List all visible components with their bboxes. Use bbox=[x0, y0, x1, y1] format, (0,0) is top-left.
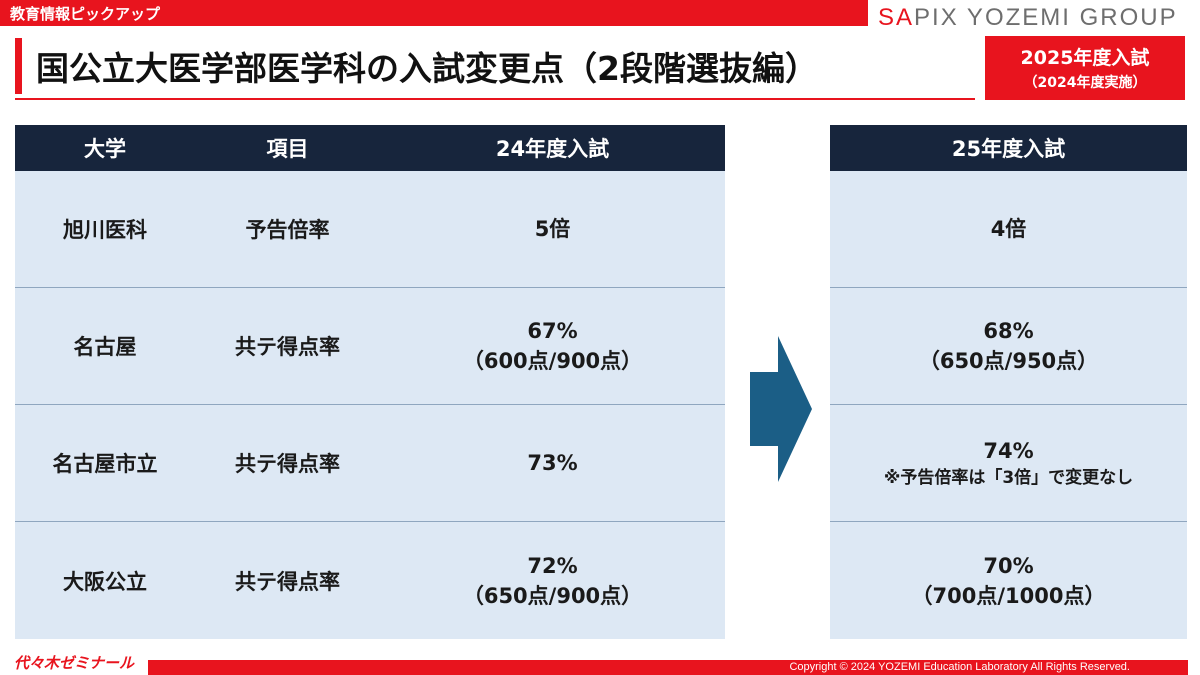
exam-year-sub: （2024年度実施） bbox=[1023, 75, 1147, 91]
value-cell: 72% （650点/900点） bbox=[380, 551, 725, 611]
value-cell: 68% （650点/950点） bbox=[830, 316, 1187, 376]
table-row: 70% （700点/1000点） bbox=[830, 522, 1187, 639]
table-row: 名古屋市立 共テ得点率 73% bbox=[15, 405, 725, 522]
value-text: 73% bbox=[527, 451, 578, 475]
university-cell: 旭川医科 bbox=[63, 218, 147, 242]
value-text: 67% bbox=[527, 319, 578, 343]
value-cell: 74% ※予告倍率は「3倍」で変更なし bbox=[830, 436, 1187, 490]
table-row: 大阪公立 共テ得点率 72% （650点/900点） bbox=[15, 522, 725, 639]
group-logo-text: PIX YOZEMI GROUP bbox=[914, 4, 1178, 31]
university-cell: 大阪公立 bbox=[63, 569, 147, 594]
title-accent-bar bbox=[15, 38, 22, 94]
table-header: 大学 項目 24年度入試 bbox=[15, 125, 725, 171]
header-2024: 24年度入試 bbox=[495, 137, 610, 161]
item-cell: 共テ得点率 bbox=[235, 335, 340, 359]
table-2024: 大学 項目 24年度入試 旭川医科 予告倍率 5倍 名古屋 共テ得点率 67% … bbox=[15, 125, 725, 639]
copyright-text: Copyright © 2024 YOZEMI Education Labora… bbox=[789, 661, 1130, 673]
value-text: 5倍 bbox=[534, 217, 571, 241]
value-detail: （650点/900点） bbox=[462, 583, 643, 608]
value-cell: 4倍 bbox=[830, 214, 1187, 244]
value-cell: 70% （700点/1000点） bbox=[830, 551, 1187, 611]
value-detail: （600点/900点） bbox=[462, 349, 643, 373]
table-2025: 25年度入試 4倍 68% （650点/950点） 74% ※予告倍率は「3倍」… bbox=[830, 125, 1187, 639]
item-cell: 共テ得点率 bbox=[235, 569, 340, 594]
university-cell: 名古屋 bbox=[73, 335, 137, 359]
table-row: 名古屋 共テ得点率 67% （600点/900点） bbox=[15, 288, 725, 405]
top-bar: 教育情報ピックアップ bbox=[0, 0, 868, 26]
value-cell: 5倍 bbox=[380, 214, 725, 244]
value-detail: （700点/1000点） bbox=[911, 583, 1106, 608]
exam-year-badge: 2025年度入試 （2024年度実施） bbox=[985, 36, 1185, 100]
value-text: 4倍 bbox=[990, 217, 1027, 241]
university-cell: 名古屋市立 bbox=[52, 452, 158, 476]
table-row: 68% （650点/950点） bbox=[830, 288, 1187, 405]
group-logo-accent: SA bbox=[878, 4, 915, 31]
value-text: 74% bbox=[983, 439, 1034, 463]
section-label: 教育情報ピックアップ bbox=[10, 5, 161, 23]
exam-year-main: 2025年度入試 bbox=[1020, 47, 1150, 69]
table-row: 4倍 bbox=[830, 171, 1187, 288]
item-cell: 予告倍率 bbox=[245, 218, 330, 242]
item-cell: 共テ得点率 bbox=[235, 452, 340, 476]
header-university: 大学 bbox=[84, 137, 126, 161]
value-cell: 73% bbox=[380, 448, 725, 478]
table-row: 74% ※予告倍率は「3倍」で変更なし bbox=[830, 405, 1187, 522]
page-title: 国公立大医学部医学科の入試変更点（2段階選抜編） bbox=[36, 49, 818, 88]
header-2025: 25年度入試 bbox=[951, 137, 1066, 161]
header-item: 項目 bbox=[266, 137, 309, 161]
yozemi-logo: 代々木ゼミナール bbox=[14, 654, 135, 672]
right-arrow-icon bbox=[750, 336, 812, 482]
value-text: 72% bbox=[527, 553, 578, 578]
footer-bar bbox=[148, 660, 1188, 675]
table-row: 旭川医科 予告倍率 5倍 bbox=[15, 171, 725, 288]
title-underline bbox=[15, 98, 975, 100]
value-note: ※予告倍率は「3倍」で変更なし bbox=[883, 468, 1134, 488]
value-text: 68% bbox=[983, 319, 1034, 343]
value-cell: 67% （600点/900点） bbox=[380, 316, 725, 376]
value-detail: （650点/950点） bbox=[918, 349, 1099, 373]
value-text: 70% bbox=[983, 553, 1034, 578]
table-header: 25年度入試 bbox=[830, 125, 1187, 171]
group-logo: SAPIX YOZEMI GROUP bbox=[878, 4, 1178, 32]
